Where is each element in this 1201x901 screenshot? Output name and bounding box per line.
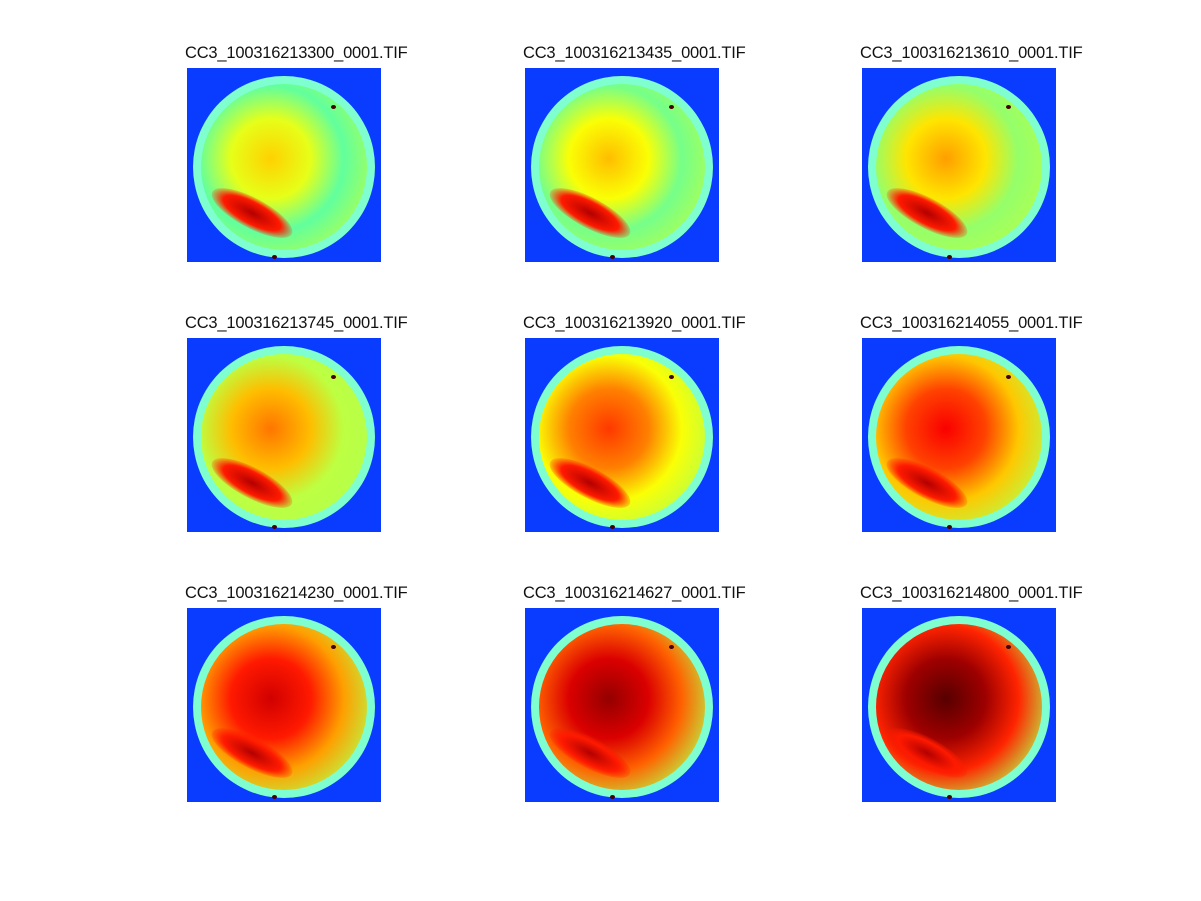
- sky-image: [525, 608, 719, 802]
- marker-dot: [947, 795, 952, 799]
- sky-image: [525, 68, 719, 262]
- subplot-title: CC3_100316213435_0001.TIF: [523, 44, 746, 62]
- marker-dot: [947, 255, 952, 259]
- subplot-title: CC3_100316214230_0001.TIF: [185, 584, 408, 602]
- marker-dot: [669, 645, 674, 649]
- sky-image: [187, 338, 381, 532]
- subplot-panel: CC3_100316214230_0001.TIF: [185, 584, 487, 824]
- subplot-title: CC3_100316214627_0001.TIF: [523, 584, 746, 602]
- marker-dot: [610, 795, 615, 799]
- sky-image: [862, 338, 1056, 532]
- subplot-panel: CC3_100316213610_0001.TIF: [860, 44, 1162, 284]
- marker-dot: [1006, 105, 1011, 109]
- marker-dot: [1006, 375, 1011, 379]
- subplot-title: CC3_100316213920_0001.TIF: [523, 314, 746, 332]
- marker-dot: [331, 645, 336, 649]
- marker-dot: [1006, 645, 1011, 649]
- subplot-panel: CC3_100316213300_0001.TIF: [185, 44, 487, 284]
- marker-dot: [331, 105, 336, 109]
- sky-image: [525, 338, 719, 532]
- subplot-panel: CC3_100316214627_0001.TIF: [523, 584, 825, 824]
- subplot-panel: CC3_100316214055_0001.TIF: [860, 314, 1162, 554]
- marker-dot: [669, 375, 674, 379]
- sky-image: [862, 608, 1056, 802]
- subplot-title: CC3_100316214055_0001.TIF: [860, 314, 1083, 332]
- sky-image: [187, 68, 381, 262]
- marker-dot: [272, 795, 277, 799]
- subplot-panel: CC3_100316214800_0001.TIF: [860, 584, 1162, 824]
- marker-dot: [669, 105, 674, 109]
- marker-dot: [610, 255, 615, 259]
- subplot-panel: CC3_100316213745_0001.TIF: [185, 314, 487, 554]
- marker-dot: [331, 375, 336, 379]
- sky-image: [862, 68, 1056, 262]
- marker-dot: [610, 525, 615, 529]
- subplot-title: CC3_100316213300_0001.TIF: [185, 44, 408, 62]
- subplot-title: CC3_100316213745_0001.TIF: [185, 314, 408, 332]
- subplot-panel: CC3_100316213435_0001.TIF: [523, 44, 825, 284]
- sky-image: [187, 608, 381, 802]
- subplot-title: CC3_100316214800_0001.TIF: [860, 584, 1083, 602]
- marker-dot: [272, 525, 277, 529]
- marker-dot: [947, 525, 952, 529]
- subplot-panel: CC3_100316213920_0001.TIF: [523, 314, 825, 554]
- marker-dot: [272, 255, 277, 259]
- subplot-title: CC3_100316213610_0001.TIF: [860, 44, 1083, 62]
